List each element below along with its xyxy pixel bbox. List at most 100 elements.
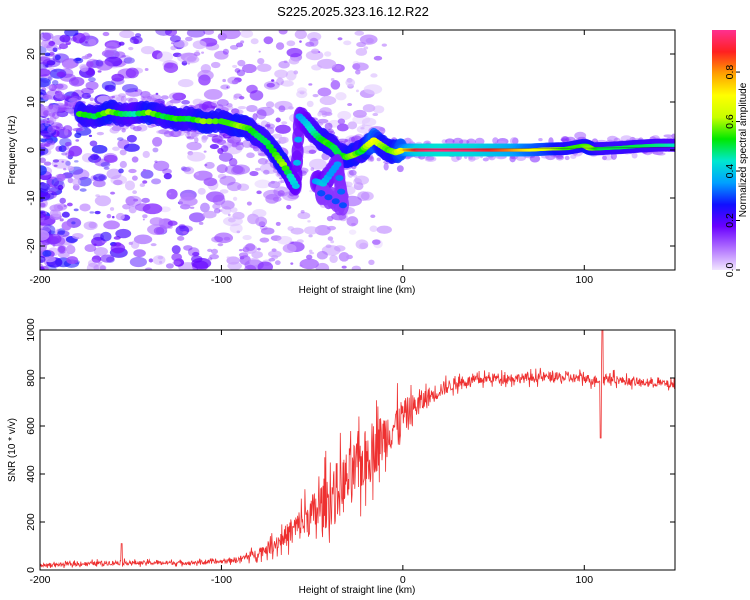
noise-blob (171, 253, 183, 262)
snr-y-ticks: 0 200 400 600 800 1000 (25, 318, 675, 573)
noise-blob (303, 226, 319, 235)
noise-blob (81, 87, 94, 95)
noise-blob (294, 30, 307, 40)
noise-blob (128, 168, 137, 174)
noise-blob (276, 77, 284, 86)
halo-blob (108, 96, 114, 100)
noise-blob (142, 218, 145, 221)
noise-blob (305, 41, 315, 47)
noise-blob (306, 254, 313, 260)
noise-blob (314, 225, 331, 236)
halo-blob (607, 135, 618, 143)
noise-blob (72, 232, 84, 240)
halo-blob (369, 156, 375, 162)
noise-blob (112, 146, 120, 151)
halo-blob (96, 131, 104, 136)
noise-blob (46, 43, 58, 52)
noise-blob (67, 177, 74, 184)
noise-blob (343, 40, 352, 46)
noise-blob (363, 46, 369, 50)
noise-blob (183, 245, 193, 251)
noise-blob (45, 64, 49, 68)
noise-blob (285, 70, 297, 81)
noise-blob (88, 134, 93, 137)
spectrogram-x-ticks: -200 -100 0 100 (29, 30, 593, 286)
noise-blob (152, 147, 159, 153)
noise-blob (67, 150, 75, 157)
noise-blob (111, 73, 125, 82)
noise-blob (317, 58, 337, 69)
noise-blob (40, 32, 52, 42)
noise-blob (276, 235, 293, 245)
spectrogram-y-tick-label: -10 (25, 190, 37, 205)
noise-blob (59, 34, 71, 43)
noise-blob (249, 90, 264, 101)
noise-blob (204, 161, 215, 169)
noise-blob (337, 118, 346, 125)
noise-blob (177, 79, 194, 88)
noise-blob (249, 171, 259, 177)
noise-blob (191, 257, 212, 269)
noise-blob (242, 234, 252, 241)
noise-blob (256, 106, 275, 117)
halo-blob (376, 157, 381, 162)
noise-blob (371, 239, 381, 245)
noise-blob (362, 104, 376, 113)
noise-blob (122, 203, 131, 210)
ridge-core (669, 143, 675, 147)
noise-blob (220, 200, 235, 210)
noise-blob (125, 195, 142, 207)
noise-blob (55, 83, 64, 89)
noise-blob (257, 261, 274, 270)
noise-blob (230, 165, 246, 176)
noise-blob (360, 191, 374, 201)
noise-blob (64, 30, 79, 37)
noise-blob (306, 100, 314, 108)
noise-blob (115, 212, 125, 221)
noise-blob (131, 156, 139, 163)
noise-blob (312, 93, 319, 98)
noise-blob (169, 35, 181, 43)
noise-blob (110, 242, 126, 254)
noise-blob (334, 245, 346, 252)
noise-blob (150, 243, 157, 247)
halo-blob (70, 96, 82, 103)
noise-blob (119, 30, 135, 39)
noise-blob (125, 67, 139, 79)
noise-blob (186, 55, 197, 63)
noise-blob (249, 257, 260, 266)
noise-blob (277, 42, 284, 47)
noise-blob (167, 220, 178, 226)
noise-blob (352, 109, 367, 118)
noise-blob (152, 255, 166, 265)
halo-blob (379, 127, 385, 132)
noise-blob (348, 229, 357, 235)
noise-blob (217, 243, 224, 247)
noise-blob (211, 248, 219, 255)
noise-blob (336, 123, 349, 132)
noise-blob (42, 250, 52, 257)
noise-blob (177, 52, 197, 63)
ridge-center-line (402, 146, 675, 151)
noise-blob (258, 50, 261, 53)
noise-blob (227, 213, 231, 217)
noise-blob (73, 57, 84, 64)
noise-blob (254, 179, 272, 189)
snr-y-tick-label: 0 (25, 567, 37, 573)
noise-blob (48, 191, 52, 194)
snr-x-tick-label: 0 (400, 574, 406, 586)
noise-blob (40, 77, 51, 88)
noise-blob (381, 43, 387, 47)
noise-blob (59, 197, 66, 204)
ridge-core (324, 194, 333, 201)
noise-blob (338, 252, 350, 262)
noise-blob (40, 138, 47, 143)
noise-blob (203, 150, 207, 153)
noise-blob (110, 191, 116, 195)
colorbar: 0.0 0.2 0.4 0.6 0.8 Normalized spectral ampl… (712, 30, 749, 277)
noise-blob (93, 246, 108, 257)
noise-blob (256, 63, 272, 73)
noise-blob (359, 34, 378, 45)
noise-blob (47, 70, 51, 73)
noise-blob (139, 183, 146, 188)
